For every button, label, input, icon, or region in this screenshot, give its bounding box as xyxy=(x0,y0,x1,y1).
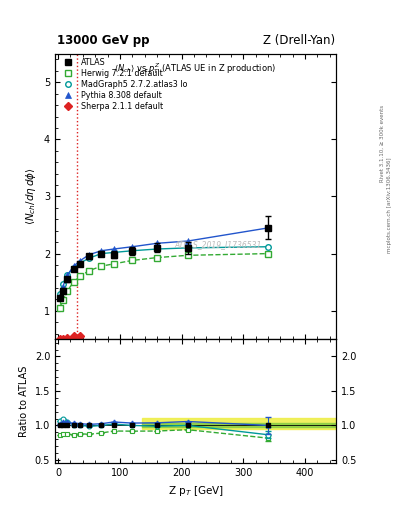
Herwig 7.2.1 default xyxy=(130,258,134,264)
Bar xyxy=(142,423,336,427)
ATLAS xyxy=(154,245,159,251)
Herwig 7.2.1 default xyxy=(111,261,116,267)
Herwig 7.2.1 default xyxy=(99,263,104,269)
ATLAS xyxy=(130,248,134,254)
ATLAS xyxy=(61,288,65,294)
ATLAS xyxy=(71,266,76,272)
Herwig 7.2.1 default xyxy=(61,297,65,304)
Herwig 7.2.1 default xyxy=(77,273,82,280)
X-axis label: Z p$_T$ [GeV]: Z p$_T$ [GeV] xyxy=(167,484,224,498)
Herwig 7.2.1 default xyxy=(65,288,70,294)
Text: Z (Drell-Yan): Z (Drell-Yan) xyxy=(263,33,335,47)
Pythia 8.308 default xyxy=(154,240,159,246)
Line: Herwig 7.2.1 default: Herwig 7.2.1 default xyxy=(57,251,271,311)
MadGraph5 2.7.2.atlas3 lo xyxy=(61,281,65,287)
Herwig 7.2.1 default xyxy=(57,305,62,311)
Line: MadGraph5 2.7.2.atlas3 lo: MadGraph5 2.7.2.atlas3 lo xyxy=(57,244,271,296)
Line: ATLAS: ATLAS xyxy=(56,224,272,302)
Sherpa 2.1.1 default xyxy=(77,333,82,339)
Pythia 8.308 default xyxy=(266,225,270,231)
Pythia 8.308 default xyxy=(130,244,134,250)
ATLAS xyxy=(86,253,91,260)
MadGraph5 2.7.2.atlas3 lo xyxy=(65,272,70,278)
Pythia 8.308 default xyxy=(65,272,70,279)
ATLAS xyxy=(185,245,190,251)
Text: $\langle N_{ch}\rangle$ vs $p_T^Z$ (ATLAS UE in Z production): $\langle N_{ch}\rangle$ vs $p_T^Z$ (ATLA… xyxy=(114,61,277,76)
MadGraph5 2.7.2.atlas3 lo xyxy=(185,245,190,251)
ATLAS xyxy=(65,276,70,282)
Herwig 7.2.1 default xyxy=(71,279,76,285)
Sherpa 2.1.1 default xyxy=(65,335,70,341)
Line: Pythia 8.308 default: Pythia 8.308 default xyxy=(57,225,271,299)
ATLAS xyxy=(266,225,270,231)
Herwig 7.2.1 default xyxy=(185,252,190,259)
Legend: ATLAS, Herwig 7.2.1 default, MadGraph5 2.7.2.atlas3 lo, Pythia 8.308 default, Sh: ATLAS, Herwig 7.2.1 default, MadGraph5 2… xyxy=(57,56,189,113)
Herwig 7.2.1 default xyxy=(86,268,91,274)
Pythia 8.308 default xyxy=(86,252,91,258)
Pythia 8.308 default xyxy=(111,246,116,252)
Herwig 7.2.1 default xyxy=(154,254,159,261)
Text: mcplots.cern.ch [arXiv:1306.3436]: mcplots.cern.ch [arXiv:1306.3436] xyxy=(387,157,391,252)
MadGraph5 2.7.2.atlas3 lo xyxy=(86,255,91,261)
Sherpa 2.1.1 default xyxy=(61,336,65,343)
Herwig 7.2.1 default xyxy=(266,250,270,257)
Pythia 8.308 default xyxy=(61,284,65,290)
Text: ATLAS_2019_I1736531: ATLAS_2019_I1736531 xyxy=(174,241,262,249)
MadGraph5 2.7.2.atlas3 lo xyxy=(266,244,270,250)
ATLAS xyxy=(77,261,82,267)
ATLAS xyxy=(99,250,104,257)
ATLAS xyxy=(111,252,116,258)
Pythia 8.308 default xyxy=(57,293,62,300)
Text: Rivet 3.1.10, ≥ 300k events: Rivet 3.1.10, ≥ 300k events xyxy=(380,105,384,182)
MadGraph5 2.7.2.atlas3 lo xyxy=(77,260,82,266)
Pythia 8.308 default xyxy=(77,258,82,264)
Pythia 8.308 default xyxy=(71,263,76,269)
Bar xyxy=(142,417,336,429)
MadGraph5 2.7.2.atlas3 lo xyxy=(111,249,116,255)
MadGraph5 2.7.2.atlas3 lo xyxy=(57,290,62,296)
Line: Sherpa 2.1.1 default: Sherpa 2.1.1 default xyxy=(57,334,83,342)
ATLAS xyxy=(57,295,62,301)
MadGraph5 2.7.2.atlas3 lo xyxy=(71,265,76,271)
MadGraph5 2.7.2.atlas3 lo xyxy=(130,248,134,254)
MadGraph5 2.7.2.atlas3 lo xyxy=(99,250,104,257)
Sherpa 2.1.1 default xyxy=(57,336,62,343)
MadGraph5 2.7.2.atlas3 lo xyxy=(154,246,159,252)
Pythia 8.308 default xyxy=(185,238,190,244)
Text: 13000 GeV pp: 13000 GeV pp xyxy=(57,33,149,47)
Pythia 8.308 default xyxy=(99,248,104,254)
Y-axis label: Ratio to ATLAS: Ratio to ATLAS xyxy=(19,366,29,437)
Sherpa 2.1.1 default xyxy=(71,333,76,339)
Y-axis label: $\langle N_{ch}/d\eta\, d\phi\rangle$: $\langle N_{ch}/d\eta\, d\phi\rangle$ xyxy=(24,168,39,225)
